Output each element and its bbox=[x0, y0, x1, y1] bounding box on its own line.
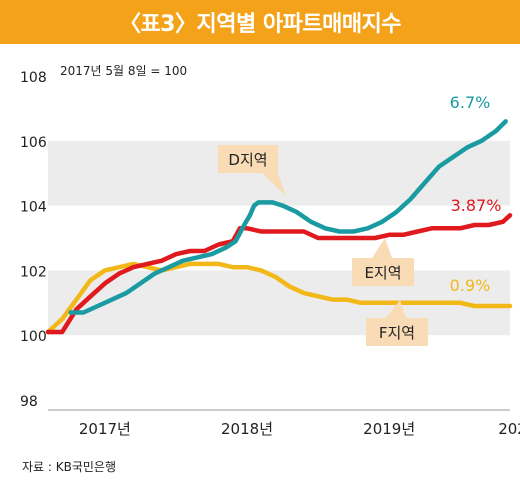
undefined: F지역 bbox=[366, 300, 428, 346]
y-tick-label: 108 bbox=[20, 70, 47, 86]
series-end-label: 3.87% bbox=[451, 196, 502, 215]
undefined: E지역 bbox=[352, 238, 414, 286]
series-line-e bbox=[45, 213, 513, 335]
y-tick-label: 104 bbox=[20, 200, 47, 216]
base-date-note: 2017년 5월 8일 = 100 bbox=[60, 64, 188, 78]
x-tick-label: 2017년 bbox=[79, 420, 131, 438]
series-line-d bbox=[68, 119, 508, 315]
chart-title: 〈표3〉지역별 아파트매매지수 bbox=[118, 12, 402, 37]
callout-label: F지역 bbox=[379, 324, 415, 342]
y-tick-label: 100 bbox=[20, 329, 47, 345]
y-tick-label: 102 bbox=[20, 264, 47, 280]
y-tick-label: 98 bbox=[20, 394, 38, 410]
x-tick-label: 2019년 bbox=[363, 420, 415, 438]
undefined: D지역 bbox=[218, 145, 286, 196]
y-tick-label: 106 bbox=[20, 135, 47, 151]
x-tick-label: 2018년 bbox=[221, 420, 273, 438]
callout-label: E지역 bbox=[364, 264, 401, 282]
series-end-label: 0.9% bbox=[450, 276, 491, 295]
source-note: 자료 : KB국민은행 bbox=[22, 460, 117, 474]
callout-label: D지역 bbox=[228, 151, 267, 169]
x-tick-label: 2020년 bbox=[498, 420, 520, 438]
title-banner: 〈표3〉지역별 아파트매매지수 bbox=[0, 0, 520, 44]
grid-band bbox=[48, 140, 510, 206]
series-line-f bbox=[45, 261, 513, 335]
series-end-label: 6.7% bbox=[450, 93, 491, 112]
grid-band bbox=[48, 344, 510, 410]
